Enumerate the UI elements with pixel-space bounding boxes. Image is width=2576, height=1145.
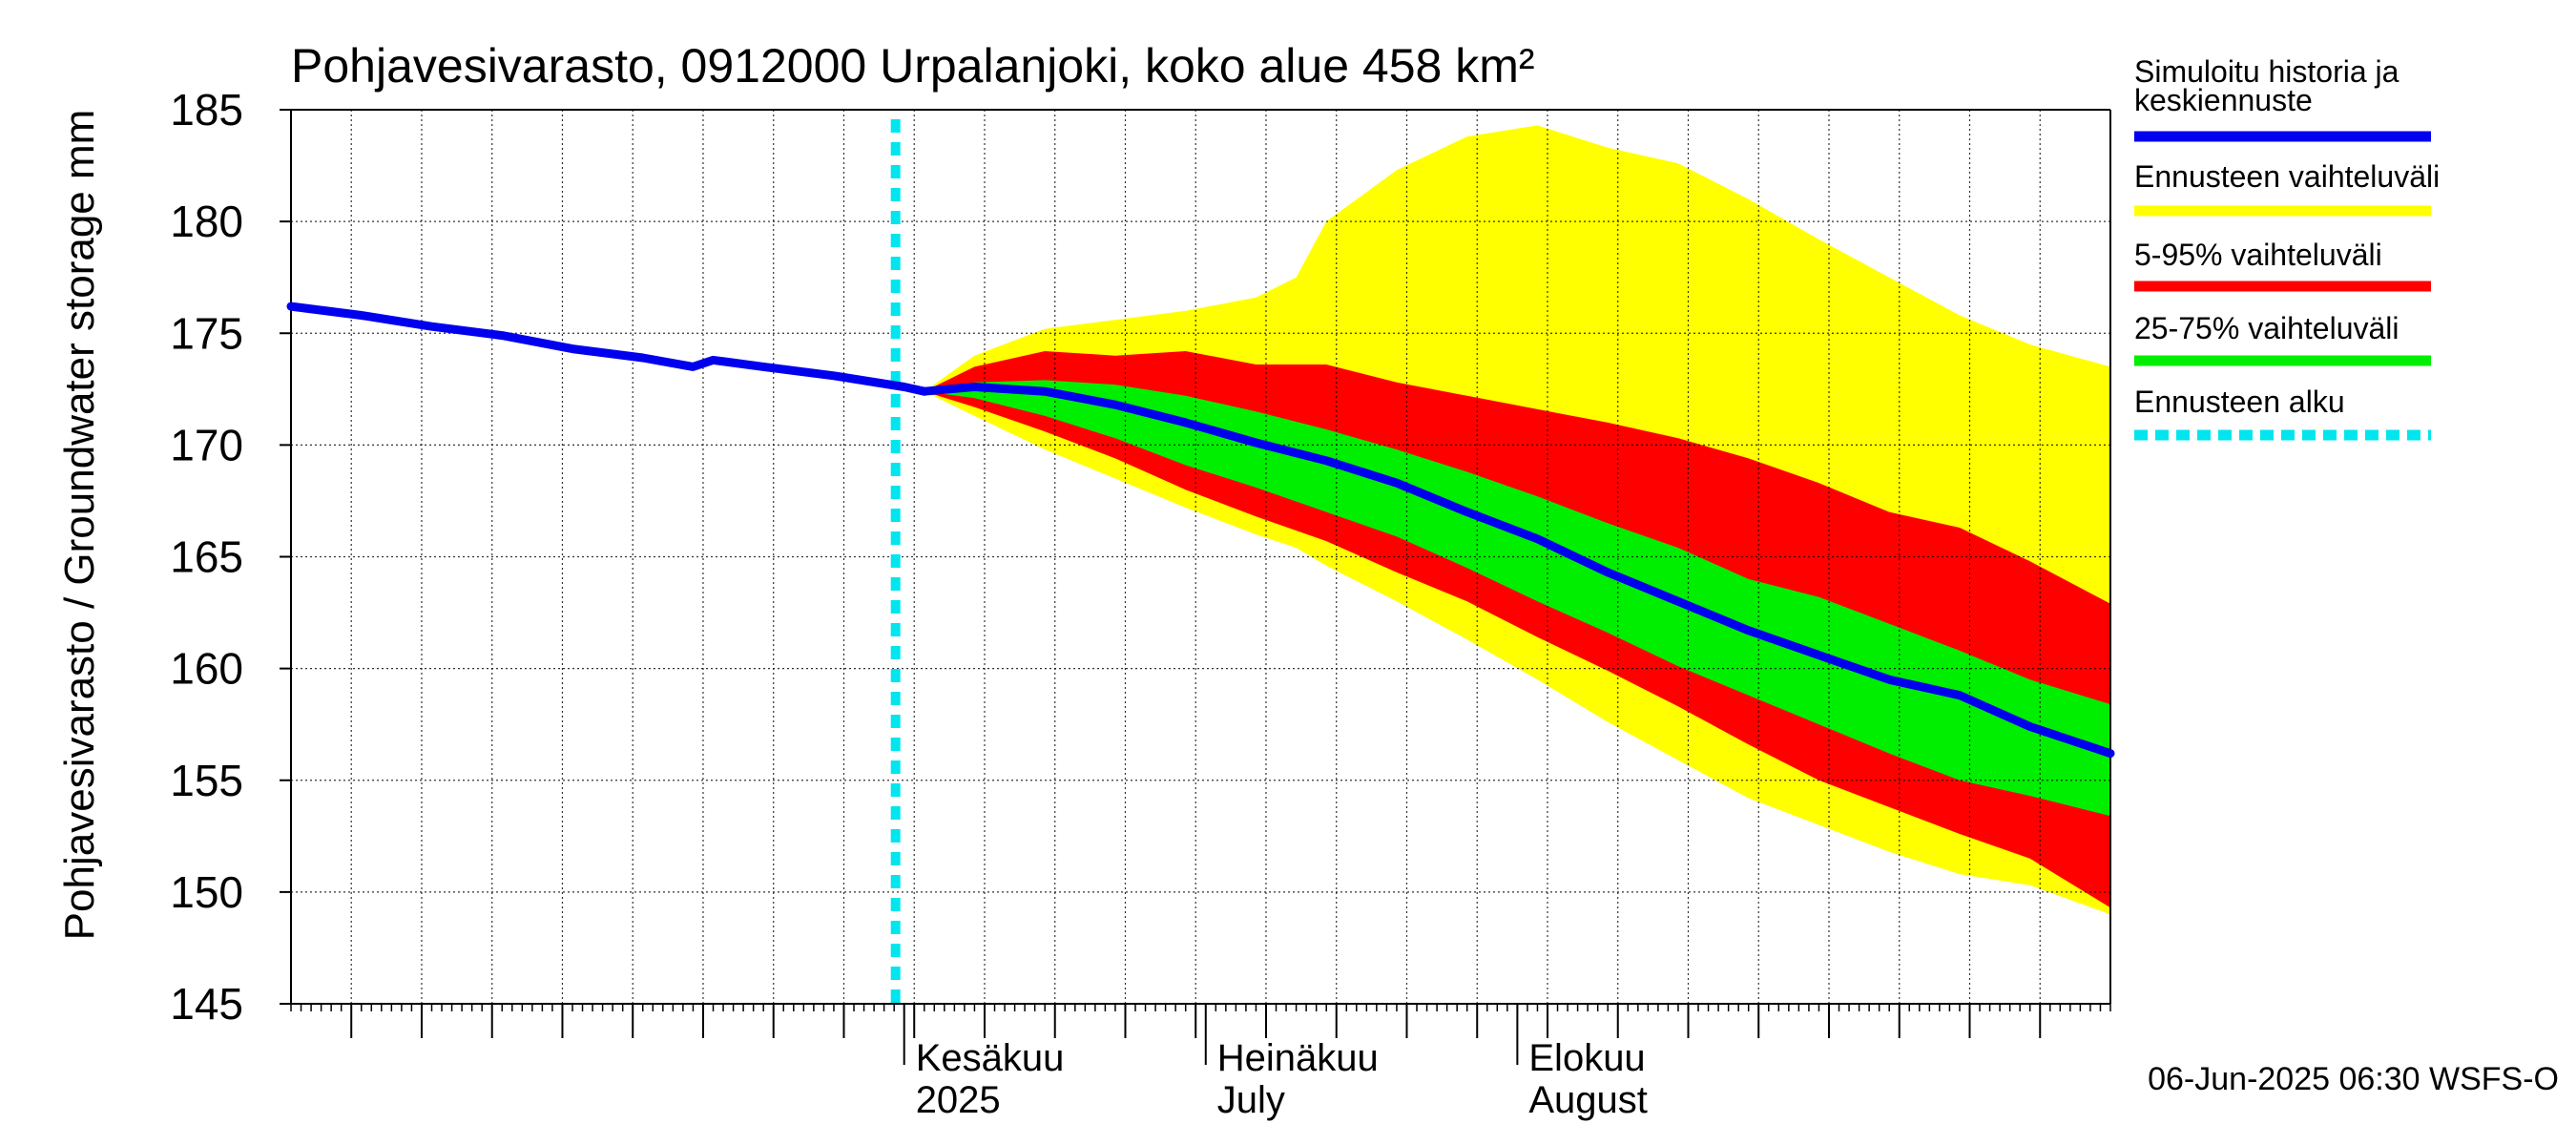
legend-label: Simuloitu historia ja bbox=[2134, 54, 2399, 89]
legend-label: 5-95% vaihteluväli bbox=[2134, 238, 2382, 272]
x-month-label: Kesäkuu bbox=[916, 1037, 1065, 1079]
legend-label: keskiennuste bbox=[2134, 83, 2313, 117]
x-month-sublabel: August bbox=[1528, 1079, 1648, 1121]
legend-label: Ennusteen vaihteluväli bbox=[2134, 159, 2440, 194]
median-forecast-line bbox=[920, 383, 2115, 759]
y-tick-label: 150 bbox=[170, 867, 243, 917]
y-tick-label: 160 bbox=[170, 644, 243, 694]
x-month-label: Elokuu bbox=[1528, 1037, 1645, 1079]
chart-title: Pohjavesivarasto, 0912000 Urpalanjoki, k… bbox=[291, 39, 1535, 93]
y-tick-label: 170 bbox=[170, 420, 243, 469]
legend-label: Ennusteen alku bbox=[2134, 385, 2345, 419]
band-1 bbox=[924, 351, 2110, 908]
x-month-sublabel: July bbox=[1217, 1079, 1285, 1121]
y-tick-label: 155 bbox=[170, 756, 243, 805]
band-2 bbox=[924, 380, 2110, 817]
x-month-sublabel: 2025 bbox=[916, 1079, 1001, 1121]
y-tick-label: 175 bbox=[170, 308, 243, 358]
y-axis-label: Pohjavesivarasto / Groundwater storage m… bbox=[56, 110, 103, 941]
x-month-label: Heinäkuu bbox=[1217, 1037, 1379, 1079]
y-tick-label: 165 bbox=[170, 532, 243, 582]
y-tick-label: 185 bbox=[170, 85, 243, 135]
y-tick-label: 145 bbox=[170, 979, 243, 1029]
legend-label: 25-75% vaihteluväli bbox=[2134, 311, 2399, 345]
timestamp-footer: 06-Jun-2025 06:30 WSFS-O bbox=[2148, 1061, 2559, 1097]
history-line bbox=[286, 302, 929, 396]
y-tick-label: 180 bbox=[170, 197, 243, 246]
